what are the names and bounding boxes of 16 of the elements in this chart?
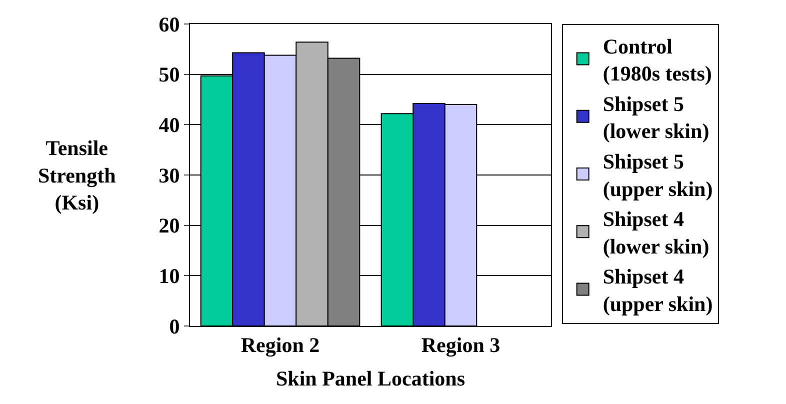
legend-label: Shipset 4 (upper skin): [602, 264, 713, 316]
y-tick-label: 0: [169, 314, 180, 338]
y-axis-title: Tensile Strength (Ksi): [38, 136, 116, 215]
x-tick-label: Region 2: [240, 333, 320, 358]
y-tick-label: 30: [158, 163, 180, 188]
legend-label: Shipset 4 (lower skin): [602, 207, 710, 258]
y-tick-label: 60: [158, 12, 180, 36]
x-tick-label: Region 3: [421, 333, 500, 358]
legend-label: Shipset 5 (lower skin): [602, 92, 710, 144]
y-tick-label: 50: [158, 62, 180, 87]
y-tick-label: 10: [158, 264, 180, 288]
legend-label: Control (1980s tests): [602, 34, 712, 86]
legend-label: Shipset 5 (upper skin): [602, 150, 713, 201]
y-tick-label: 40: [158, 113, 180, 138]
x-axis-title: Skin Panel Locations: [276, 366, 466, 390]
y-tick-label: 20: [158, 214, 180, 238]
